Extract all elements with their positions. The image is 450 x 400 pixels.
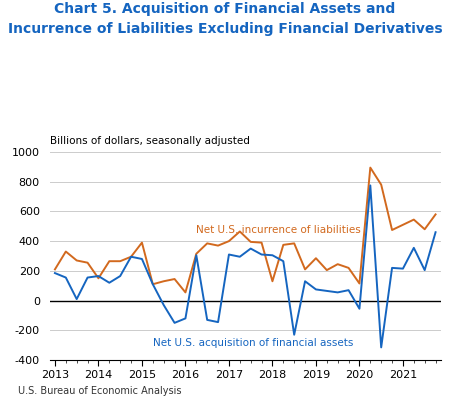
Text: Billions of dollars, seasonally adjusted: Billions of dollars, seasonally adjusted [50, 136, 249, 146]
Text: Net U.S. incurrence of liabilities: Net U.S. incurrence of liabilities [196, 225, 361, 235]
Text: Net U.S. acquisition of financial assets: Net U.S. acquisition of financial assets [153, 338, 353, 348]
Text: U.S. Bureau of Economic Analysis: U.S. Bureau of Economic Analysis [18, 386, 181, 396]
Text: Incurrence of Liabilities Excluding Financial Derivatives: Incurrence of Liabilities Excluding Fina… [8, 22, 442, 36]
Text: Chart 5. Acquisition of Financial Assets and: Chart 5. Acquisition of Financial Assets… [54, 2, 396, 16]
